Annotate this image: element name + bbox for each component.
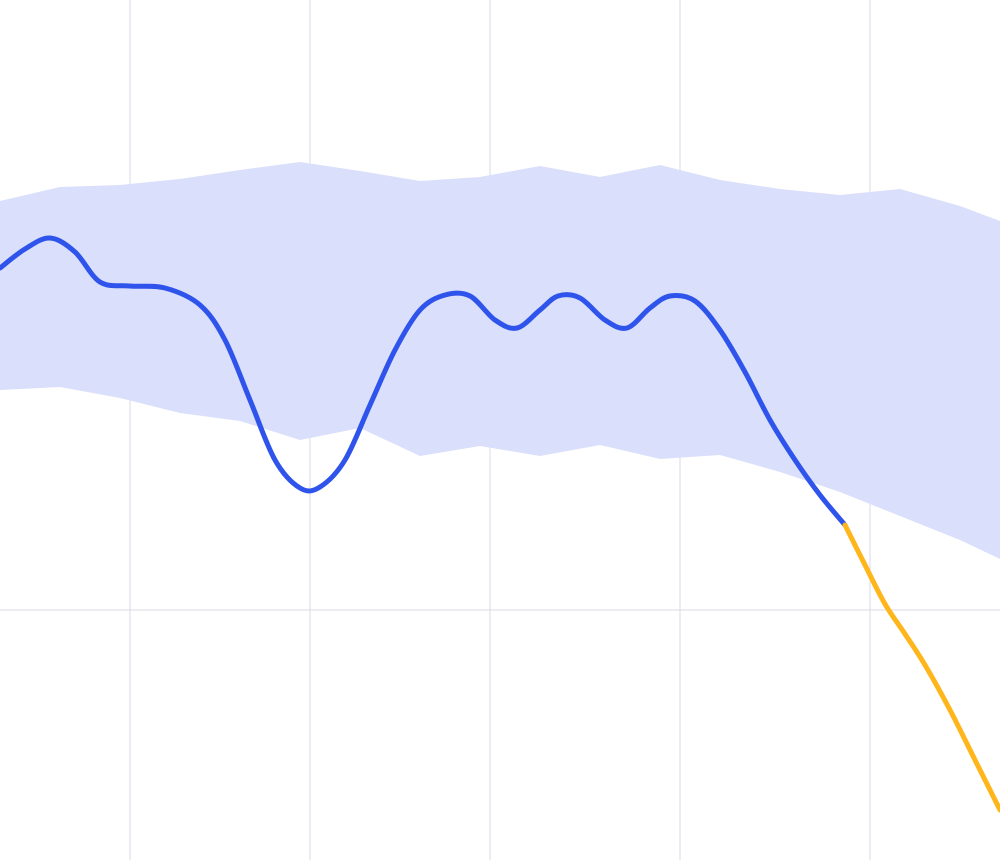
chart-svg	[0, 0, 1000, 860]
line-chart-with-band	[0, 0, 1000, 860]
